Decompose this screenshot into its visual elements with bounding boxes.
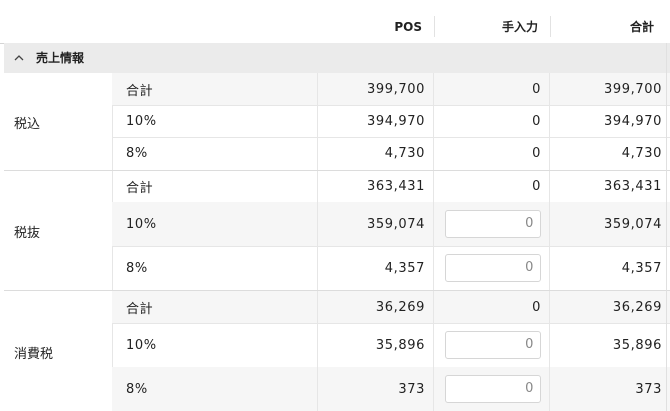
manual-value: 0 — [434, 73, 550, 105]
pos-value: 36,269 — [318, 291, 434, 323]
total-value: 35,896 — [612, 337, 662, 353]
manual-value: 0 — [434, 171, 550, 202]
section-title: 売上情報 — [36, 51, 85, 65]
row-label: 合計 — [112, 73, 318, 105]
table-header: POS 手入力 合計 — [0, 0, 670, 44]
manual-input[interactable]: 0 — [445, 210, 541, 238]
row-label: 合計 — [112, 291, 318, 323]
table-row: 合計 363,431 0 363,431 — [112, 171, 670, 203]
table-row: 合計 399,700 0 399,700 — [112, 73, 670, 106]
table-row: 10% 394,970 0 394,970 — [112, 105, 670, 138]
manual-input[interactable]: 0 — [445, 331, 541, 359]
manual-input[interactable]: 0 — [445, 375, 541, 403]
manual-input-cell: 0 — [434, 367, 550, 411]
row-label: 10% — [112, 323, 318, 367]
pos-value: 35,896 — [318, 323, 434, 367]
group-label: 税抜 — [4, 171, 113, 290]
table-row: 合計 36,269 0 36,269 — [112, 291, 670, 324]
group-label: 消費税 — [4, 291, 113, 411]
table-row: 8% 4,357 0 4,357 — [112, 246, 670, 290]
manual-input[interactable]: 0 — [445, 254, 541, 282]
pos-value: 363,431 — [318, 171, 434, 202]
row-label: 合計 — [112, 171, 318, 202]
manual-input-cell: 0 — [434, 323, 550, 367]
row-label: 8% — [112, 246, 318, 290]
total-value: 399,700 — [604, 81, 662, 97]
pos-value: 399,700 — [318, 73, 434, 105]
group-tax-included: 税込 合計 399,700 0 399,700 10% 394,970 0 39… — [4, 73, 670, 170]
header-separator — [550, 16, 551, 37]
table-row: 10% 35,896 0 35,896 — [112, 323, 670, 368]
pos-value: 4,730 — [318, 137, 434, 170]
total-value: 359,074 — [604, 216, 662, 232]
row-label: 8% — [112, 137, 318, 170]
table-row: 8% 373 0 373 — [112, 367, 670, 411]
header-manual: 手入力 — [501, 20, 538, 34]
group-tax-excluded: 税抜 合計 363,431 0 363,431 10% 359,074 0 35… — [4, 171, 670, 290]
pos-value: 373 — [318, 367, 434, 411]
row-label: 10% — [112, 105, 318, 137]
pos-value: 394,970 — [318, 105, 434, 137]
group-divider — [4, 170, 670, 171]
group-consumption-tax: 消費税 合計 36,269 0 36,269 10% 35,896 0 35,8… — [4, 291, 670, 411]
total-value: 36,269 — [612, 299, 662, 315]
table-right-border — [666, 43, 667, 411]
manual-value: 0 — [434, 137, 550, 170]
total-value: 373 — [635, 381, 662, 397]
group-label: 税込 — [4, 73, 113, 170]
manual-value: 0 — [434, 291, 550, 323]
total-value: 363,431 — [604, 179, 662, 194]
total-value: 4,357 — [621, 260, 662, 276]
header-pos: POS — [394, 20, 422, 34]
header-total: 合計 — [629, 20, 654, 34]
total-value: 394,970 — [604, 113, 662, 129]
pos-value: 4,357 — [318, 246, 434, 290]
table-row: 10% 359,074 0 359,074 — [112, 202, 670, 247]
manual-input-cell: 0 — [434, 246, 550, 290]
group-divider — [4, 290, 670, 291]
table-row: 8% 4,730 0 4,730 — [112, 137, 670, 170]
manual-value: 0 — [434, 105, 550, 137]
chevron-up-icon[interactable] — [13, 52, 25, 64]
row-label: 10% — [112, 202, 318, 246]
total-value: 4,730 — [621, 146, 662, 161]
section-header-sales-info[interactable]: 売上情報 — [4, 43, 670, 73]
header-separator — [434, 16, 435, 37]
manual-input-cell: 0 — [434, 202, 550, 246]
pos-value: 359,074 — [318, 202, 434, 246]
row-label: 8% — [112, 367, 318, 411]
